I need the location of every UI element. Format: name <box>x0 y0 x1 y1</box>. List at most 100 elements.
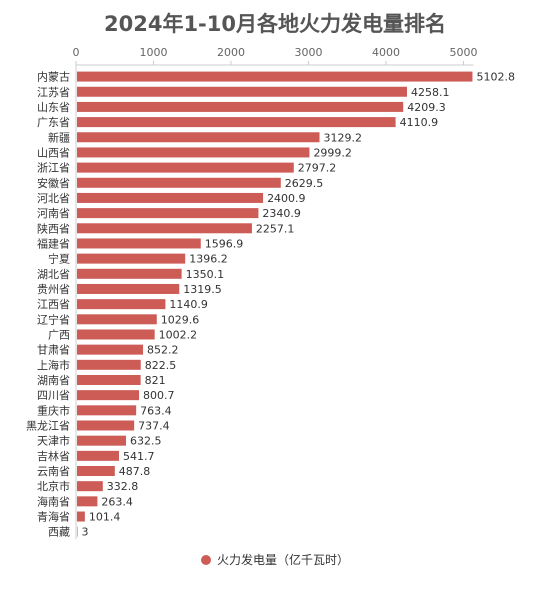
category-label: 广西 <box>48 328 70 341</box>
category-label: 贵州省 <box>37 283 70 296</box>
data-label: 2340.9 <box>262 207 301 220</box>
category-label: 陕西省 <box>37 221 70 235</box>
legend-label: 火力发电量（亿千瓦时） <box>216 553 349 567</box>
data-label: 2999.2 <box>313 146 352 159</box>
bar <box>77 223 252 234</box>
data-label: 2257.1 <box>256 222 294 235</box>
bar <box>77 177 281 188</box>
data-label: 2629.5 <box>285 177 324 190</box>
data-label: 852.2 <box>147 344 179 357</box>
category-label: 云南省 <box>37 465 70 478</box>
value-axis-tick-label: 3000 <box>295 46 323 59</box>
category-label: 海南省 <box>37 494 70 508</box>
category-label: 福建省 <box>37 236 70 250</box>
value-axis-tick-label: 5000 <box>450 46 478 59</box>
bar <box>77 117 396 128</box>
category-label: 新疆 <box>48 130 70 144</box>
bar <box>77 132 320 143</box>
data-label: 1002.2 <box>159 328 198 341</box>
data-label: 2400.9 <box>267 192 306 205</box>
data-label: 1396.2 <box>189 253 228 266</box>
category-label: 西藏 <box>48 526 70 539</box>
bar <box>77 268 182 279</box>
data-label: 737.4 <box>138 419 170 432</box>
category-label: 山东省 <box>37 101 70 114</box>
bar <box>77 253 186 264</box>
category-label: 河北省 <box>37 192 70 205</box>
bar <box>77 344 144 355</box>
bar <box>77 526 78 537</box>
data-label: 487.8 <box>119 465 151 478</box>
category-label: 甘肃省 <box>37 344 70 357</box>
data-label: 1596.9 <box>205 237 244 250</box>
data-label: 800.7 <box>143 389 175 402</box>
category-label: 江苏省 <box>37 86 70 99</box>
bar <box>77 496 98 507</box>
bar <box>77 511 85 522</box>
bar <box>77 390 140 401</box>
data-label: 3129.2 <box>324 131 363 144</box>
bar <box>77 101 404 112</box>
category-label: 广东省 <box>37 116 70 129</box>
value-axis-tick-label: 2000 <box>217 46 245 59</box>
category-label: 山西省 <box>37 146 70 159</box>
data-label: 4110.9 <box>400 116 439 129</box>
bar <box>77 162 294 173</box>
bar <box>77 466 115 477</box>
category-label: 四川省 <box>37 389 70 402</box>
category-label: 安徽省 <box>37 176 70 190</box>
legend-swatch <box>200 554 211 565</box>
data-label: 822.5 <box>145 359 177 372</box>
data-label: 1350.1 <box>186 268 225 281</box>
data-label: 1140.9 <box>169 298 208 311</box>
data-label: 763.4 <box>140 404 172 417</box>
bar <box>77 208 259 219</box>
category-label: 江西省 <box>37 298 70 311</box>
data-label: 101.4 <box>89 511 121 524</box>
category-label: 河南省 <box>37 207 70 220</box>
bar <box>77 238 201 249</box>
category-label: 浙江省 <box>37 162 70 175</box>
category-label: 上海市 <box>37 358 70 372</box>
data-label: 263.4 <box>101 495 133 508</box>
value-axis-tick-label: 4000 <box>372 46 400 59</box>
bar <box>77 481 103 492</box>
chart-title: 2024年1-10月各地火力发电量排名 <box>104 12 446 36</box>
bar <box>77 374 141 385</box>
data-label: 332.8 <box>107 480 138 493</box>
bar <box>77 86 408 97</box>
category-label: 黑龙江省 <box>26 419 70 432</box>
bar <box>77 192 264 203</box>
category-label: 吉林省 <box>37 449 70 463</box>
category-label: 青海省 <box>37 510 70 524</box>
data-label: 821 <box>145 374 166 387</box>
legend[interactable]: 火力发电量（亿千瓦时） <box>0 551 550 568</box>
bar <box>77 450 119 461</box>
bar <box>77 420 135 431</box>
category-label: 湖北省 <box>37 268 70 281</box>
data-label: 2797.2 <box>298 162 337 175</box>
data-label: 4258.1 <box>411 86 450 99</box>
data-label: 632.5 <box>130 435 162 448</box>
bar <box>77 147 310 158</box>
data-label: 1029.6 <box>161 313 200 326</box>
bar <box>77 299 166 310</box>
bar <box>77 314 157 325</box>
data-label: 3 <box>82 526 89 539</box>
data-label: 1319.5 <box>183 283 222 296</box>
data-label: 541.7 <box>123 450 155 463</box>
bar <box>77 71 473 82</box>
data-label: 5102.8 <box>476 71 515 84</box>
bar <box>77 283 180 294</box>
category-label: 重庆市 <box>37 403 70 417</box>
value-axis-tick-label: 0 <box>73 46 80 59</box>
category-label: 湖南省 <box>37 374 70 387</box>
category-label: 内蒙古 <box>37 70 70 84</box>
category-label: 天津市 <box>37 434 70 448</box>
bar <box>77 329 155 340</box>
value-axis-tick-label: 1000 <box>140 46 168 59</box>
category-label: 宁夏 <box>48 252 70 266</box>
category-label: 北京市 <box>37 479 70 493</box>
bar <box>77 435 127 446</box>
